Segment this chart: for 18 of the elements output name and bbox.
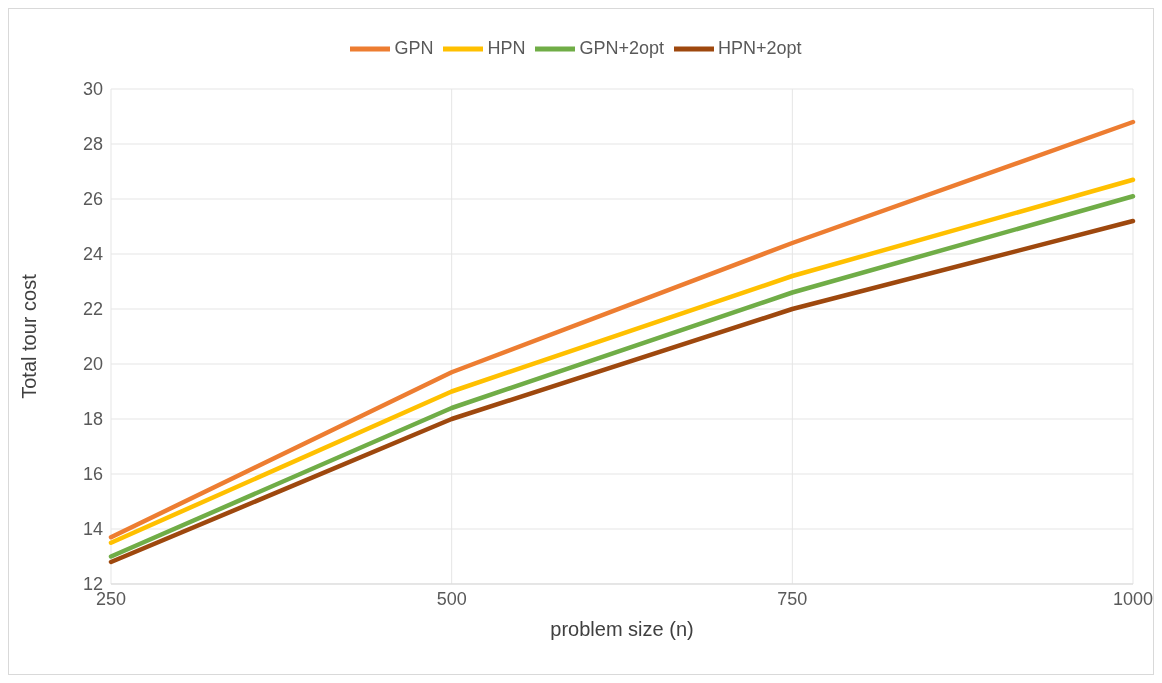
y-tick-label: 16 bbox=[82, 464, 103, 485]
y-tick-label: 28 bbox=[82, 134, 103, 155]
legend-label: GPN+2opt bbox=[579, 37, 665, 58]
y-axis-title: Total tour cost bbox=[18, 273, 41, 399]
y-tick-label: 22 bbox=[82, 299, 103, 320]
legend-label: HPN bbox=[487, 37, 526, 58]
x-tick-label: 750 bbox=[777, 588, 808, 609]
y-tick-label: 14 bbox=[82, 519, 103, 540]
y-tick-label: 24 bbox=[82, 244, 103, 265]
y-tick-label: 20 bbox=[82, 354, 103, 375]
y-tick-label: 30 bbox=[82, 79, 103, 100]
legend-label: GPN bbox=[394, 37, 434, 58]
x-tick-label: 1000 bbox=[1112, 588, 1154, 609]
y-tick-label: 26 bbox=[82, 189, 103, 210]
y-tick-label: 18 bbox=[82, 409, 103, 430]
x-tick-label: 500 bbox=[436, 588, 467, 609]
x-axis-title: problem size (n) bbox=[550, 618, 694, 640]
legend-label: HPN+2opt bbox=[718, 37, 802, 58]
